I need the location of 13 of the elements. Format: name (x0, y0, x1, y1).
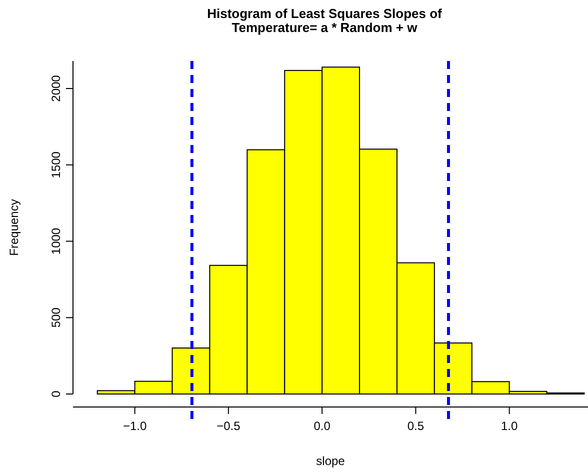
y-tick-label: 1500 (49, 151, 63, 178)
y-tick-label: 500 (49, 307, 63, 328)
chart-title: Histogram of Least Squares Slopes of Temperature= a * Random + w (207, 6, 443, 35)
x-tick-label: 1.0 (501, 419, 518, 433)
x-tick-label: 0.5 (407, 419, 424, 433)
x-tick-label: 0.0 (314, 419, 331, 433)
x-tick-label: −1.0 (122, 419, 147, 433)
y-tick-label: 2000 (49, 74, 63, 102)
x-tick-label: −0.5 (216, 419, 241, 433)
y-tick-label: 1000 (49, 228, 63, 255)
y-tick-label: 0 (49, 390, 63, 398)
y-axis-title: Frequency (7, 199, 21, 256)
x-axis-title: slope (316, 454, 346, 468)
